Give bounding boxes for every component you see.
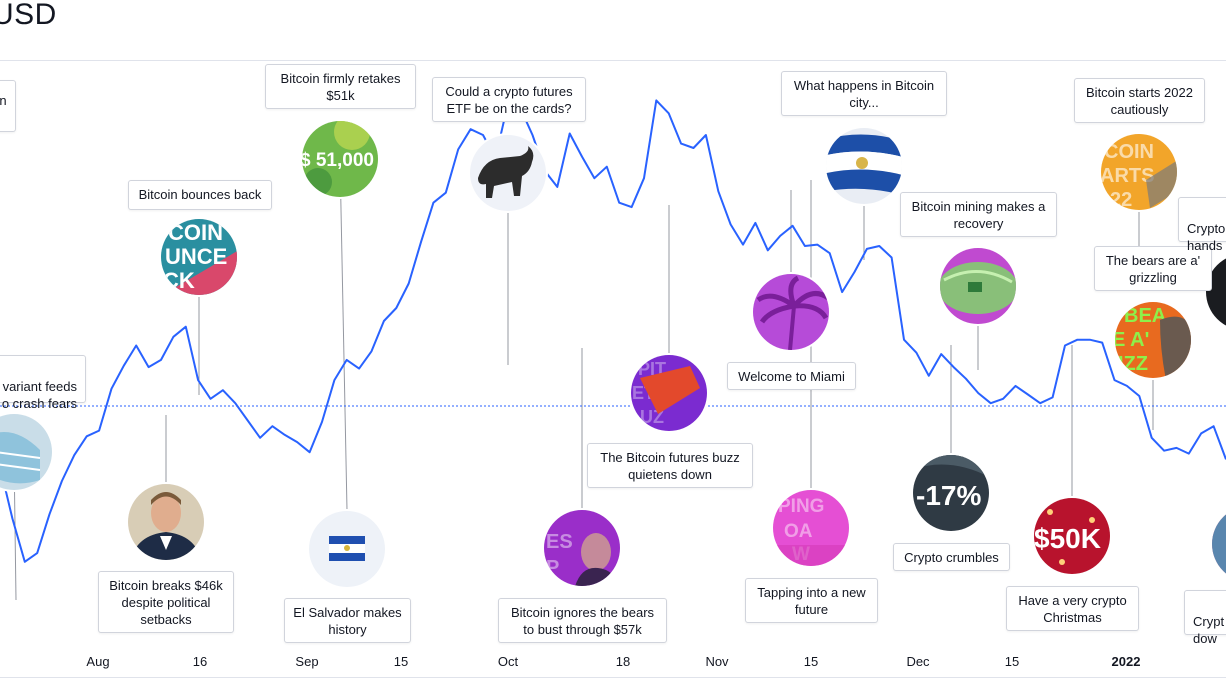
- callout-bears-grizzling[interactable]: The bears are a' grizzling: [1094, 246, 1212, 291]
- callout-miami-text: Welcome to Miami: [738, 369, 845, 384]
- chart-title: USD: [0, 0, 57, 31]
- bitcoin-starts-2022-image[interactable]: COIN ARTS 22: [1099, 132, 1180, 212]
- starts-word-1: COIN: [1104, 141, 1154, 163]
- top-divider: [0, 60, 1226, 61]
- bitcoin-city-flag-image[interactable]: [822, 126, 906, 206]
- callout-tapping[interactable]: Tapping into a new future: [745, 578, 878, 623]
- x-tick-oct-18: 18: [615, 654, 631, 669]
- bitcoin-51k-image[interactable]: $ 51,000: [300, 114, 380, 199]
- callout-mining[interactable]: Bitcoin mining makes a recovery: [900, 192, 1057, 237]
- callout-etf-text: Could a crypto futures ETF be on the car…: [445, 84, 573, 116]
- price-series-line: [0, 99, 1226, 563]
- callout-edge-hands-text: Crypto hands: [1187, 221, 1226, 253]
- bull-image[interactable]: [468, 133, 548, 213]
- ignores-word-1: ES: [546, 531, 573, 553]
- callout-crumbles[interactable]: Crypto crumbles: [893, 543, 1010, 571]
- x-tick-oct: Oct: [497, 654, 519, 669]
- x-tick-aug: Aug: [86, 654, 110, 669]
- callout-bitcoin-city-text: What happens in Bitcoin city...: [793, 78, 935, 110]
- callout-el-salvador[interactable]: El Salvador makes history: [284, 598, 411, 643]
- callout-miami[interactable]: Welcome to Miami: [727, 362, 856, 390]
- time-axis-line: [0, 677, 1226, 678]
- callout-retakes-51k-text: Bitcoin firmly retakes $51k: [280, 71, 401, 103]
- x-tick-dec: Dec: [906, 654, 930, 669]
- callout-ignores-bears[interactable]: Bitcoin ignores the bears to bust throug…: [498, 598, 667, 643]
- bears-word-1: BEA: [1124, 305, 1166, 327]
- crypto-crumbles-image[interactable]: -17%: [911, 453, 991, 533]
- x-tick-nov-15: 15: [803, 654, 819, 669]
- politician-portrait-image[interactable]: [126, 482, 206, 562]
- callout-stem-3: [339, 158, 348, 511]
- miami-palm-image[interactable]: [751, 272, 831, 352]
- x-tick-sep-15: 15: [393, 654, 409, 669]
- tapping-word-1: PING: [778, 496, 824, 517]
- callout-tapping-text: Tapping into a new future: [757, 585, 866, 617]
- callout-el-salvador-text: El Salvador makes history: [293, 605, 402, 637]
- callout-starts-2022-text: Bitcoin starts 2022 cautiously: [1086, 85, 1193, 117]
- el-salvador-flag-image[interactable]: [307, 509, 387, 589]
- callout-partial-left-text: n: [0, 93, 7, 108]
- callout-edge-down[interactable]: Crypt dow: [1184, 590, 1226, 646]
- face-mask-image[interactable]: [0, 410, 60, 500]
- tapping-word-2: OA: [784, 521, 813, 542]
- bitcoin-57k-image[interactable]: ES P: [542, 508, 622, 590]
- callout-etf[interactable]: Could a crypto futures ETF be on the car…: [432, 77, 586, 122]
- bounce-word-2: UNCE: [165, 244, 227, 269]
- callout-mining-text: Bitcoin mining makes a recovery: [911, 199, 1046, 231]
- bears-word-2: E A': [1112, 329, 1149, 351]
- bitcoin-bounce-image[interactable]: COIN UNCE CK: [159, 217, 239, 297]
- callout-bears-grizzling-text: The bears are a' grizzling: [1105, 253, 1201, 285]
- callout-ignores-bears-text: Bitcoin ignores the bears to bust throug…: [510, 605, 655, 637]
- edge-image-2[interactable]: [1210, 504, 1226, 584]
- x-tick-2022: 2022: [1111, 654, 1141, 669]
- crypto-christmas-image[interactable]: $50K: [1032, 496, 1112, 576]
- callout-variant-crash-text: variant feeds o crash fears: [1, 379, 77, 411]
- callout-retakes-51k[interactable]: Bitcoin firmly retakes $51k: [265, 64, 416, 109]
- retakes-label: $ 51,000: [300, 150, 374, 171]
- callout-breaks-46k[interactable]: Bitcoin breaks $46k despite political se…: [98, 571, 234, 633]
- callout-futures-buzz-text: The Bitcoin futures buzz quietens down: [600, 450, 740, 482]
- mining-recovery-image[interactable]: [938, 246, 1018, 326]
- callout-starts-2022[interactable]: Bitcoin starts 2022 cautiously: [1074, 78, 1205, 123]
- callout-edge-down-text: Crypt dow: [1193, 614, 1225, 646]
- callout-edge-hands[interactable]: Crypto hands: [1178, 197, 1226, 253]
- bears-grizzling-image[interactable]: BEA E A' IZZ: [1112, 300, 1194, 380]
- callout-partial-left[interactable]: n: [0, 80, 16, 132]
- callout-futures-buzz[interactable]: The Bitcoin futures buzz quietens down: [587, 443, 753, 488]
- callout-variant-crash[interactable]: variant feeds o crash fears: [0, 355, 86, 411]
- callout-christmas[interactable]: Have a very crypto Christmas: [1006, 586, 1139, 631]
- christmas-label: $50K: [1034, 523, 1101, 554]
- x-tick-aug-16: 16: [192, 654, 208, 669]
- crumbles-label: -17%: [916, 480, 981, 511]
- tapping-future-image[interactable]: PING OA W: [771, 488, 851, 568]
- callout-bitcoin-city[interactable]: What happens in Bitcoin city...: [781, 71, 947, 116]
- callout-bounces-back-text: Bitcoin bounces back: [138, 187, 262, 202]
- callout-breaks-46k-text: Bitcoin breaks $46k despite political se…: [109, 578, 223, 627]
- x-tick-dec-15: 15: [1004, 654, 1020, 669]
- starts-word-2: ARTS: [1100, 165, 1154, 187]
- bounce-word-1: COIN: [168, 220, 223, 245]
- callout-christmas-text: Have a very crypto Christmas: [1018, 593, 1127, 625]
- futures-image[interactable]: PIT ETS UZ: [629, 353, 709, 433]
- callout-bounces-back[interactable]: Bitcoin bounces back: [128, 180, 272, 210]
- x-tick-sep: Sep: [295, 654, 319, 669]
- x-tick-nov: Nov: [705, 654, 729, 669]
- callout-crumbles-text: Crypto crumbles: [904, 550, 999, 565]
